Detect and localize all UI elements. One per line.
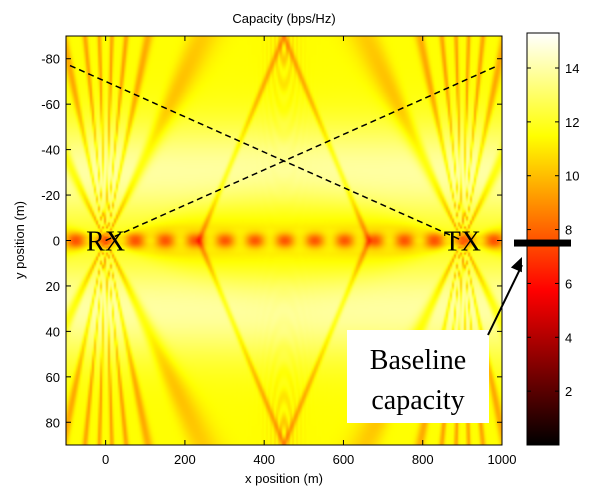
x-tick-label: 600 [333, 452, 355, 467]
y-axis-ticks: -80 -60 -40 -20 0 20 40 60 80 [41, 52, 502, 430]
colorbar-tick-label: 12 [565, 115, 579, 130]
y-tick-label: 40 [46, 324, 60, 339]
x-tick-label: 200 [174, 452, 196, 467]
colorbar-tick-label: 4 [565, 330, 572, 345]
y-tick-label: 0 [53, 234, 60, 249]
colorbar-tick-label: 14 [565, 61, 579, 76]
annotation-line-2: capacity [371, 385, 464, 416]
colorbar-ticks: 2 4 6 8 10 12 14 [527, 61, 579, 399]
y-tick-label: 80 [46, 415, 60, 430]
baseline-annotation: Baseline capacity [347, 257, 523, 423]
chart-title: Capacity (bps/Hz) [232, 11, 335, 26]
heatmap-area: RX TX [66, 36, 502, 445]
marker-label: RX [86, 227, 125, 258]
x-tick-label: 400 [253, 452, 275, 467]
y-axis-label: y position (m) [12, 201, 27, 279]
dashed-line [105, 64, 499, 242]
x-tick-label: 1000 [488, 452, 517, 467]
colorbar-tick-label: 2 [565, 384, 572, 399]
colorbar-tick-label: 6 [565, 276, 572, 291]
x-tick-label: 800 [412, 452, 434, 467]
dashed-line [69, 64, 463, 242]
y-tick-label: -40 [41, 143, 60, 158]
x-axis-label: x position (m) [245, 471, 323, 486]
y-tick-label: 60 [46, 370, 60, 385]
colorbar-tick-label: 8 [565, 223, 572, 238]
y-tick-label: -60 [41, 97, 60, 112]
y-tick-label: -80 [41, 52, 60, 67]
transceiver-markers: RX TX [86, 227, 481, 258]
colorbar [526, 32, 560, 446]
annotation-arrow-head [510, 257, 522, 273]
y-tick-label: -20 [41, 188, 60, 203]
y-tick-label: 20 [46, 279, 60, 294]
x-axis-ticks: 0 200 400 600 800 1000 [102, 36, 516, 467]
colorbar-tick-label: 10 [565, 169, 579, 184]
annotation-box [347, 330, 489, 423]
dashed-lines [69, 64, 499, 242]
annotation-arrow-shaft [487, 264, 523, 336]
baseline-marker-bar [514, 239, 571, 247]
x-tick-label: 0 [102, 452, 109, 467]
marker-label: TX [444, 227, 481, 258]
annotation-line-1: Baseline [370, 345, 466, 376]
